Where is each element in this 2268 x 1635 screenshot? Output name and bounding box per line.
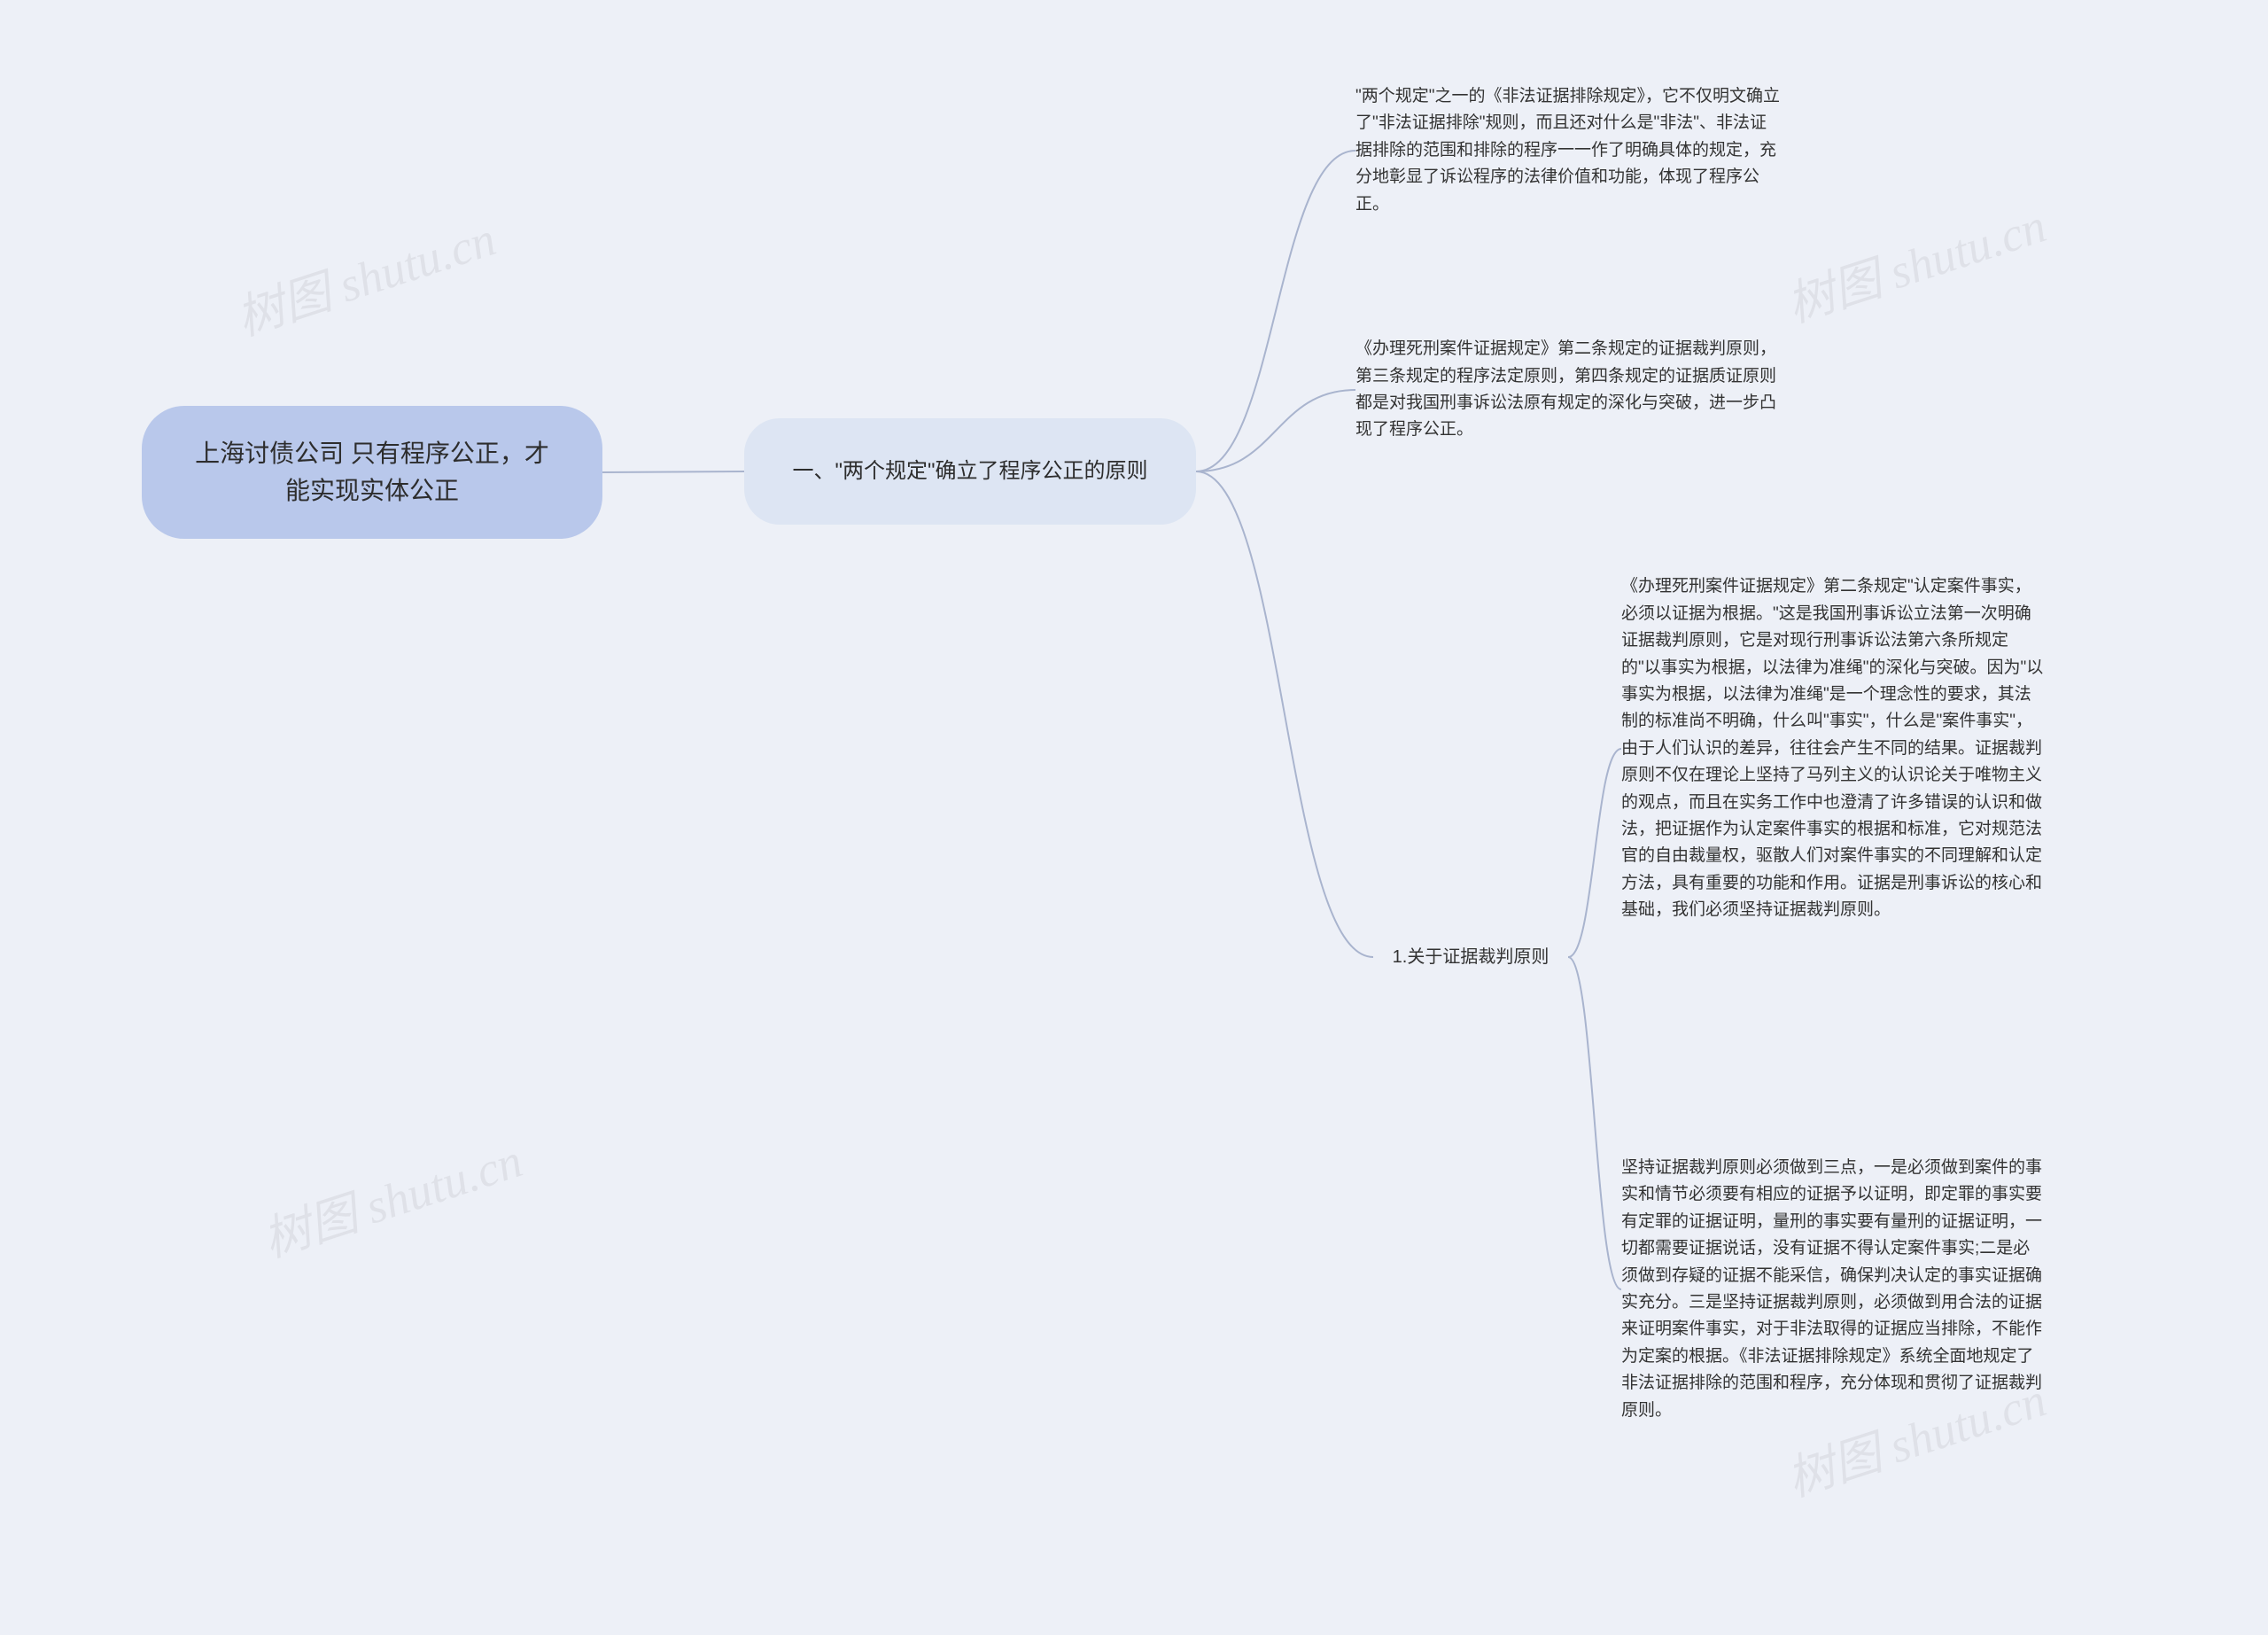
leaf-node[interactable]: 坚持证据裁判原则必须做到三点，一是必须做到案件的事实和情节必须要有相应的证据予以… bbox=[1621, 1086, 2047, 1493]
subhead-node[interactable]: 1.关于证据裁判原则 bbox=[1373, 939, 1568, 975]
leaf-node[interactable]: 《办理死刑案件证据规定》第二条规定"认定案件事实，必须以证据为根据。"这是我国刑… bbox=[1621, 496, 2047, 1001]
leaf-text: 坚持证据裁判原则必须做到三点，一是必须做到案件的事实和情节必须要有相应的证据予以… bbox=[1621, 1155, 2047, 1424]
subhead-label: 1.关于证据裁判原则 bbox=[1393, 943, 1550, 971]
root-label: 上海讨债公司 只有程序公正，才能实现实体公正 bbox=[186, 435, 558, 510]
leaf-node[interactable]: 《办理死刑案件证据规定》第二条规定的证据裁判原则，第三条规定的程序法定原则，第四… bbox=[1355, 306, 1781, 474]
leaf-node[interactable]: "两个规定"之一的《非法证据排除规定》，它不仅明文确立了"非法证据排除"规则，而… bbox=[1355, 58, 1781, 244]
level1-node[interactable]: 一、"两个规定"确立了程序公正的原则 bbox=[744, 418, 1196, 525]
root-node[interactable]: 上海讨债公司 只有程序公正，才能实现实体公正 bbox=[142, 406, 602, 539]
level1-label: 一、"两个规定"确立了程序公正的原则 bbox=[792, 455, 1147, 487]
leaf-text: 《办理死刑案件证据规定》第二条规定的证据裁判原则，第三条规定的程序法定原则，第四… bbox=[1355, 336, 1781, 444]
leaf-text: 《办理死刑案件证据规定》第二条规定"认定案件事实，必须以证据为根据。"这是我国刑… bbox=[1621, 573, 2047, 923]
leaf-text: "两个规定"之一的《非法证据排除规定》，它不仅明文确立了"非法证据排除"规则，而… bbox=[1355, 83, 1781, 218]
